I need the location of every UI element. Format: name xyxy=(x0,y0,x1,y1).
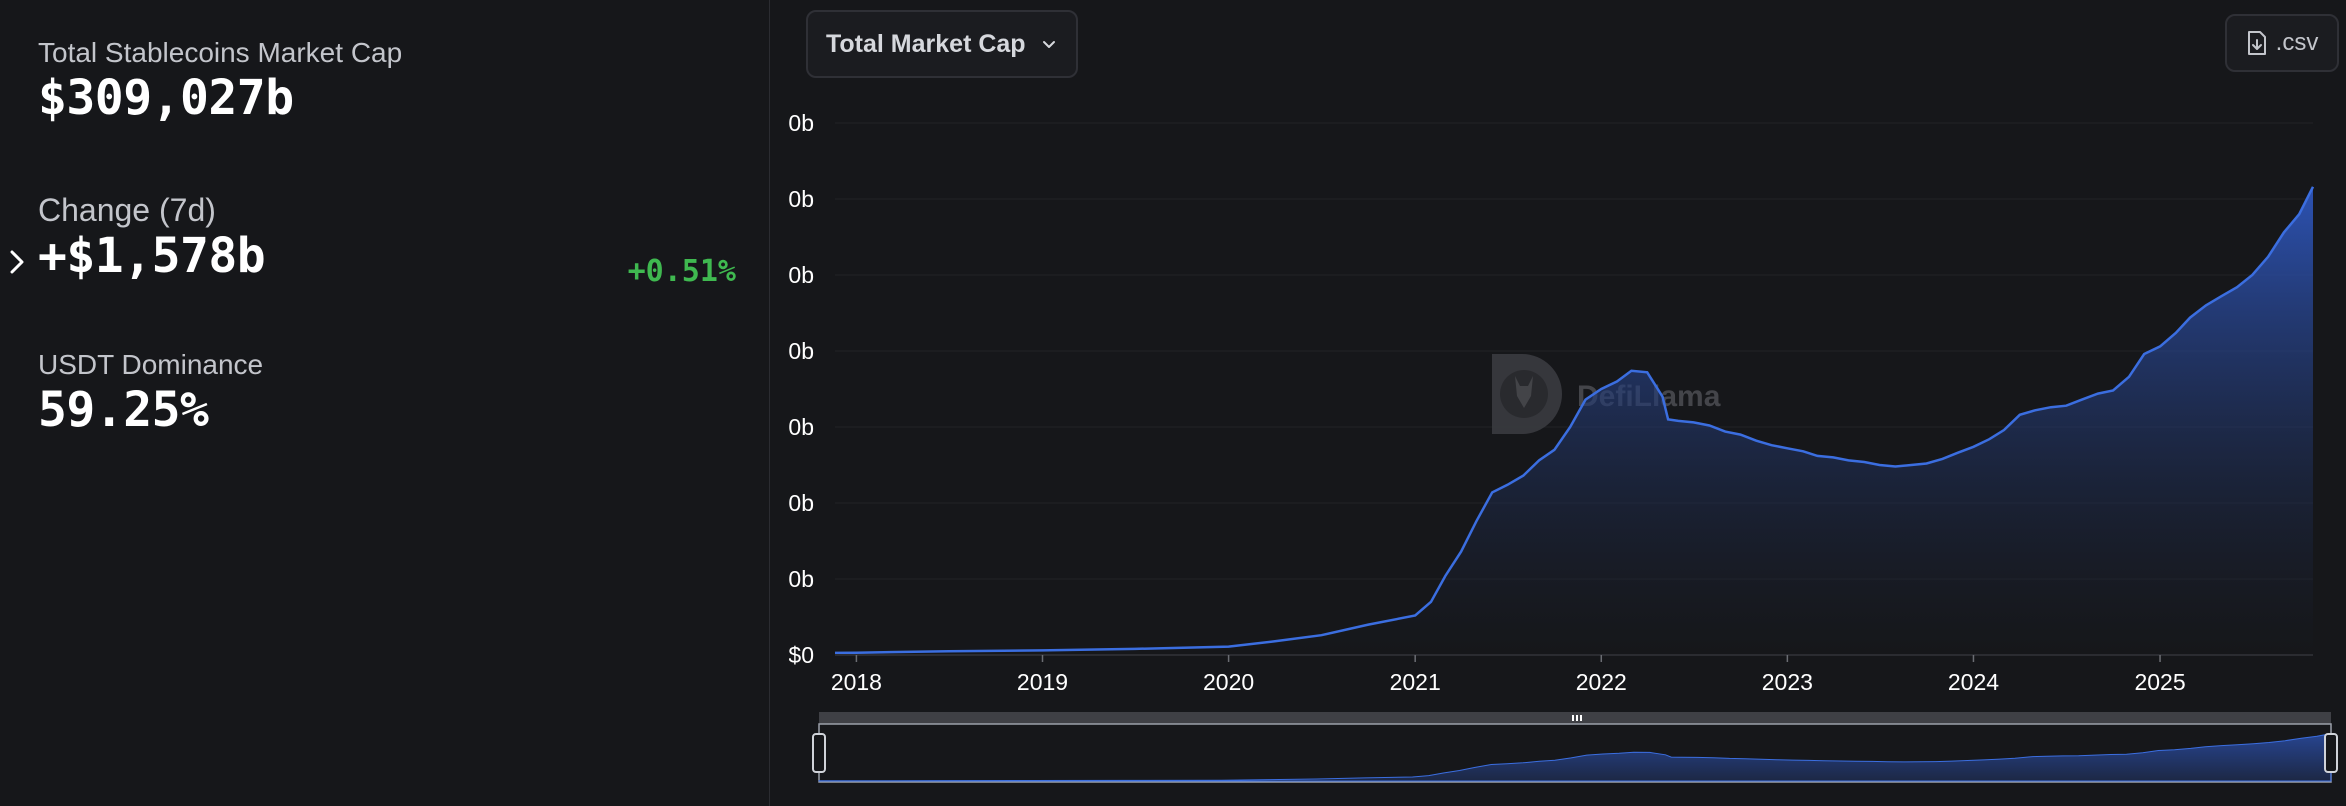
chart-panel: DefiLlama $0$50b$100b$150b$200b$250b$300… xyxy=(789,0,2346,806)
metric-select-label: Total Market Cap xyxy=(826,29,1026,58)
y-tick-label: $350b xyxy=(789,110,814,136)
brush-preview-area xyxy=(818,732,2332,782)
data-zoom-brush[interactable] xyxy=(812,712,2338,783)
grip-icon[interactable] xyxy=(1572,715,1582,721)
chevron-right-icon[interactable] xyxy=(6,248,28,276)
csv-download-button[interactable]: .csv xyxy=(2225,14,2339,72)
brush-handle-right[interactable] xyxy=(2324,733,2338,773)
change-7d-percent: +0.51% xyxy=(627,254,736,289)
usdt-dominance-label: USDT Dominance xyxy=(38,349,264,380)
market-cap-label: Total Stablecoins Market Cap xyxy=(38,37,403,68)
usdt-dominance-stat: USDT Dominance 59.25% xyxy=(38,348,263,438)
x-tick-label: 2019 xyxy=(1017,669,1068,695)
metric-select[interactable]: Total Market Cap xyxy=(806,10,1078,78)
market-cap-chart: DefiLlama $0$50b$100b$150b$200b$250b$300… xyxy=(789,110,2338,783)
y-tick-label: $100b xyxy=(789,490,814,516)
y-tick-label: $0 xyxy=(789,642,814,668)
brush-drag-bar[interactable] xyxy=(819,712,2331,724)
change-7d-value: +$1,578b xyxy=(38,228,266,284)
usdt-dominance-value: 59.25% xyxy=(38,382,209,438)
x-tick-label: 2022 xyxy=(1576,669,1627,695)
x-tick-label: 2018 xyxy=(831,669,882,695)
y-tick-label: $50b xyxy=(789,566,814,592)
llama-logo-icon xyxy=(1492,354,1562,434)
x-tick-label: 2023 xyxy=(1762,669,1813,695)
y-tick-label: $300b xyxy=(789,186,814,212)
y-tick-label: $200b xyxy=(789,338,814,364)
change-7d-stat: Change (7d) +$1,578b +0.51% xyxy=(38,192,736,289)
chevron-down-icon xyxy=(1042,41,1055,48)
brush-handle-left[interactable] xyxy=(812,733,826,773)
market-cap-line xyxy=(834,186,2315,655)
x-tick-label: 2020 xyxy=(1203,669,1254,695)
y-tick-label: $250b xyxy=(789,262,814,288)
file-download-icon xyxy=(2247,31,2266,55)
y-axis: $0 $50b $100b $150b $200b $250b $300b $350b xyxy=(789,110,814,668)
x-tick-label: 2021 xyxy=(1390,669,1441,695)
market-cap-value: $309,027b xyxy=(38,70,294,126)
x-tick-label: 2025 xyxy=(2134,669,2185,695)
csv-label: .csv xyxy=(2275,29,2319,56)
change-7d-label: Change (7d) xyxy=(38,192,216,228)
stats-panel: Total Stablecoins Market Cap $309,027b C… xyxy=(0,0,770,806)
market-cap-stat: Total Stablecoins Market Cap $309,027b xyxy=(38,36,402,126)
x-tick-label: 2024 xyxy=(1948,669,1999,695)
x-axis: 2018 2019 2020 2021 2022 2023 2024 2025 xyxy=(831,655,2186,695)
y-tick-label: $150b xyxy=(789,414,814,440)
